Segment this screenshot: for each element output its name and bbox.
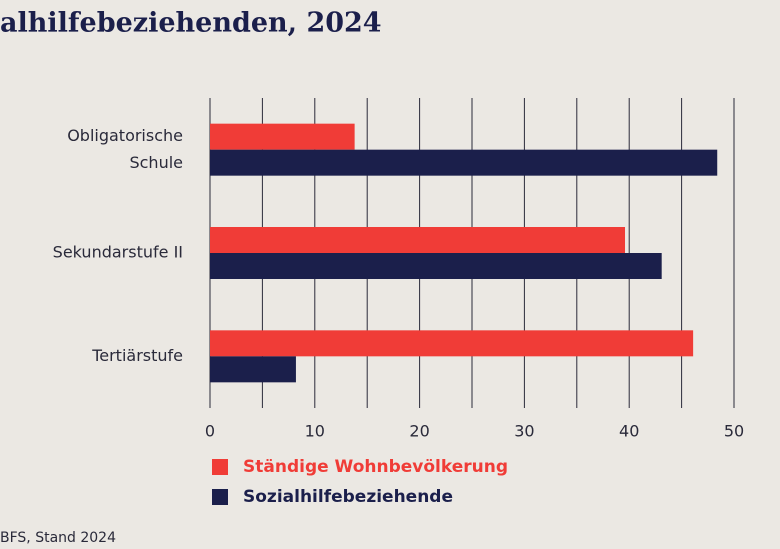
legend-label: Sozialhilfebeziehende	[243, 487, 453, 507]
chart-title: alhilfebeziehenden, 2024	[0, 8, 382, 39]
y-tick-label: Obligatorische Schule	[67, 126, 183, 172]
x-tick-label: 0	[205, 422, 215, 441]
x-tick-label: 50	[724, 422, 744, 441]
y-tick-label: Tertiärstufe	[91, 346, 183, 365]
bar	[210, 149, 718, 176]
x-tick-label: 20	[409, 422, 429, 441]
legend-swatch	[212, 489, 228, 505]
source: BFS, Stand 2024	[0, 530, 116, 546]
y-tick-label: Sekundarstufe II	[53, 243, 183, 262]
bar	[210, 356, 296, 383]
bar	[210, 253, 662, 279]
x-tick-label: 40	[619, 422, 639, 441]
legend-label: Ständige Wohnbevölkerung	[243, 457, 508, 477]
bar	[210, 123, 355, 150]
legend-swatch	[212, 459, 228, 475]
bar	[210, 227, 626, 253]
bar	[210, 330, 694, 357]
x-tick-label: 10	[305, 422, 325, 441]
x-tick-label: 30	[514, 422, 534, 441]
